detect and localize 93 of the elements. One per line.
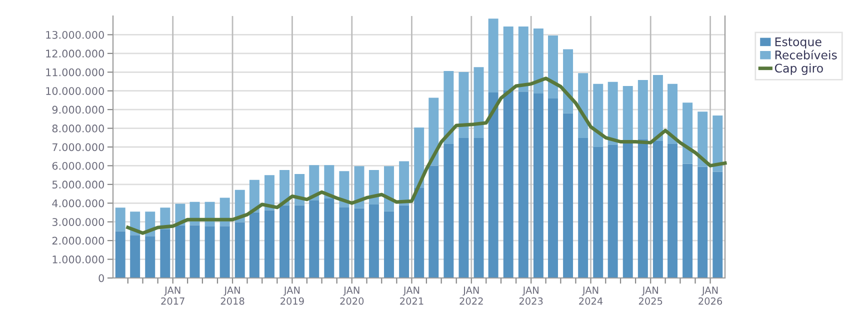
bar: [354, 208, 364, 278]
y-tick-label: 8.000.000: [52, 124, 104, 132]
bar: [264, 175, 274, 210]
bar: [593, 147, 604, 278]
bar: [548, 98, 558, 278]
bar: [130, 235, 140, 278]
y-tick-label: 6.000.000: [52, 162, 104, 170]
bar: [428, 166, 439, 278]
y-tick-label: 2.000.000: [52, 236, 104, 245]
bar: [548, 35, 558, 99]
bar: [668, 144, 678, 278]
bar: [488, 92, 498, 278]
y-tick-label: 3.000.000: [52, 218, 104, 226]
y-tick-label: 0: [98, 274, 104, 282]
bar: [249, 212, 260, 278]
y-tick-label: 1.000.000: [52, 256, 104, 264]
x-tick-label: JAN 2017: [161, 286, 184, 305]
bar: [414, 188, 424, 278]
line-series: [126, 76, 727, 235]
bar: [175, 225, 186, 278]
bar: [474, 67, 484, 138]
x-tick-label: JAN 2018: [220, 286, 244, 305]
bar: [682, 102, 693, 164]
bar: [444, 144, 454, 278]
y-tick-label: 7.000.000: [52, 143, 104, 152]
y-tick-label: 11.000.000: [46, 68, 104, 76]
y-tick-label: 5.000.000: [52, 180, 104, 189]
bar: [593, 84, 604, 147]
x-tick-label: JAN 2024: [579, 286, 603, 305]
y-tick-label: 9.000.000: [52, 106, 104, 114]
bar: [503, 26, 514, 90]
bar: [652, 74, 663, 142]
bar: [368, 204, 379, 278]
bar: [115, 208, 126, 232]
bar: [458, 138, 469, 278]
bar: [220, 226, 230, 278]
bar: [384, 211, 394, 278]
bar: [234, 222, 245, 278]
y-tick-label: 13.000.000: [46, 30, 104, 39]
x-tick-label: JAN 2020: [340, 286, 364, 305]
bar: [712, 172, 723, 278]
bar: [399, 205, 410, 278]
bar: [444, 71, 454, 144]
bar: [682, 164, 693, 278]
bar: [608, 144, 618, 278]
bar: [309, 200, 320, 278]
legend-label: Cap giro: [774, 64, 823, 75]
bar: [698, 112, 708, 167]
bar: [190, 225, 200, 278]
x-tick-label: JAN 2025: [638, 286, 662, 305]
bar: [563, 113, 574, 278]
x-tick-label: JAN 2021: [400, 286, 424, 305]
bar: [339, 171, 350, 208]
x-tick-label: JAN 2019: [280, 286, 304, 305]
bar: [458, 72, 469, 138]
bar: [488, 18, 498, 93]
bar: [608, 82, 618, 145]
bar: [638, 80, 648, 140]
bar: [622, 143, 633, 278]
y-tick-label: 12.000.000: [46, 50, 104, 58]
bar: [518, 26, 528, 92]
bar: [324, 198, 334, 278]
bar: [533, 93, 544, 278]
x-tick-label: JAN 2026: [698, 286, 722, 305]
bar: [578, 73, 588, 138]
bar: [280, 205, 290, 278]
bar: [160, 229, 170, 278]
bar: [518, 92, 528, 278]
bar: [294, 205, 305, 278]
bar: [638, 139, 648, 278]
bar: [712, 116, 723, 172]
x-tick-label: JAN 2022: [460, 286, 483, 305]
bar: [698, 166, 708, 278]
bar: [204, 226, 215, 278]
bar: [145, 236, 156, 278]
bar: [115, 231, 126, 278]
bar: [384, 166, 394, 212]
bar: [339, 207, 350, 278]
bar: [578, 138, 588, 278]
x-tick-label: JAN 2023: [519, 286, 543, 305]
bar: [503, 90, 514, 278]
bar: [668, 84, 678, 144]
y-tick-label: 10.000.000: [46, 87, 104, 95]
legend-label: Estoque: [775, 37, 822, 49]
bar: [533, 28, 544, 94]
y-tick-label: 4.000.000: [52, 199, 104, 208]
bar: [652, 141, 663, 278]
bar: [399, 161, 410, 206]
legend-label: Recebíveis: [775, 50, 837, 60]
bar: [474, 138, 484, 278]
bar: [264, 210, 274, 278]
bar: [563, 49, 574, 114]
bar: [414, 128, 424, 188]
